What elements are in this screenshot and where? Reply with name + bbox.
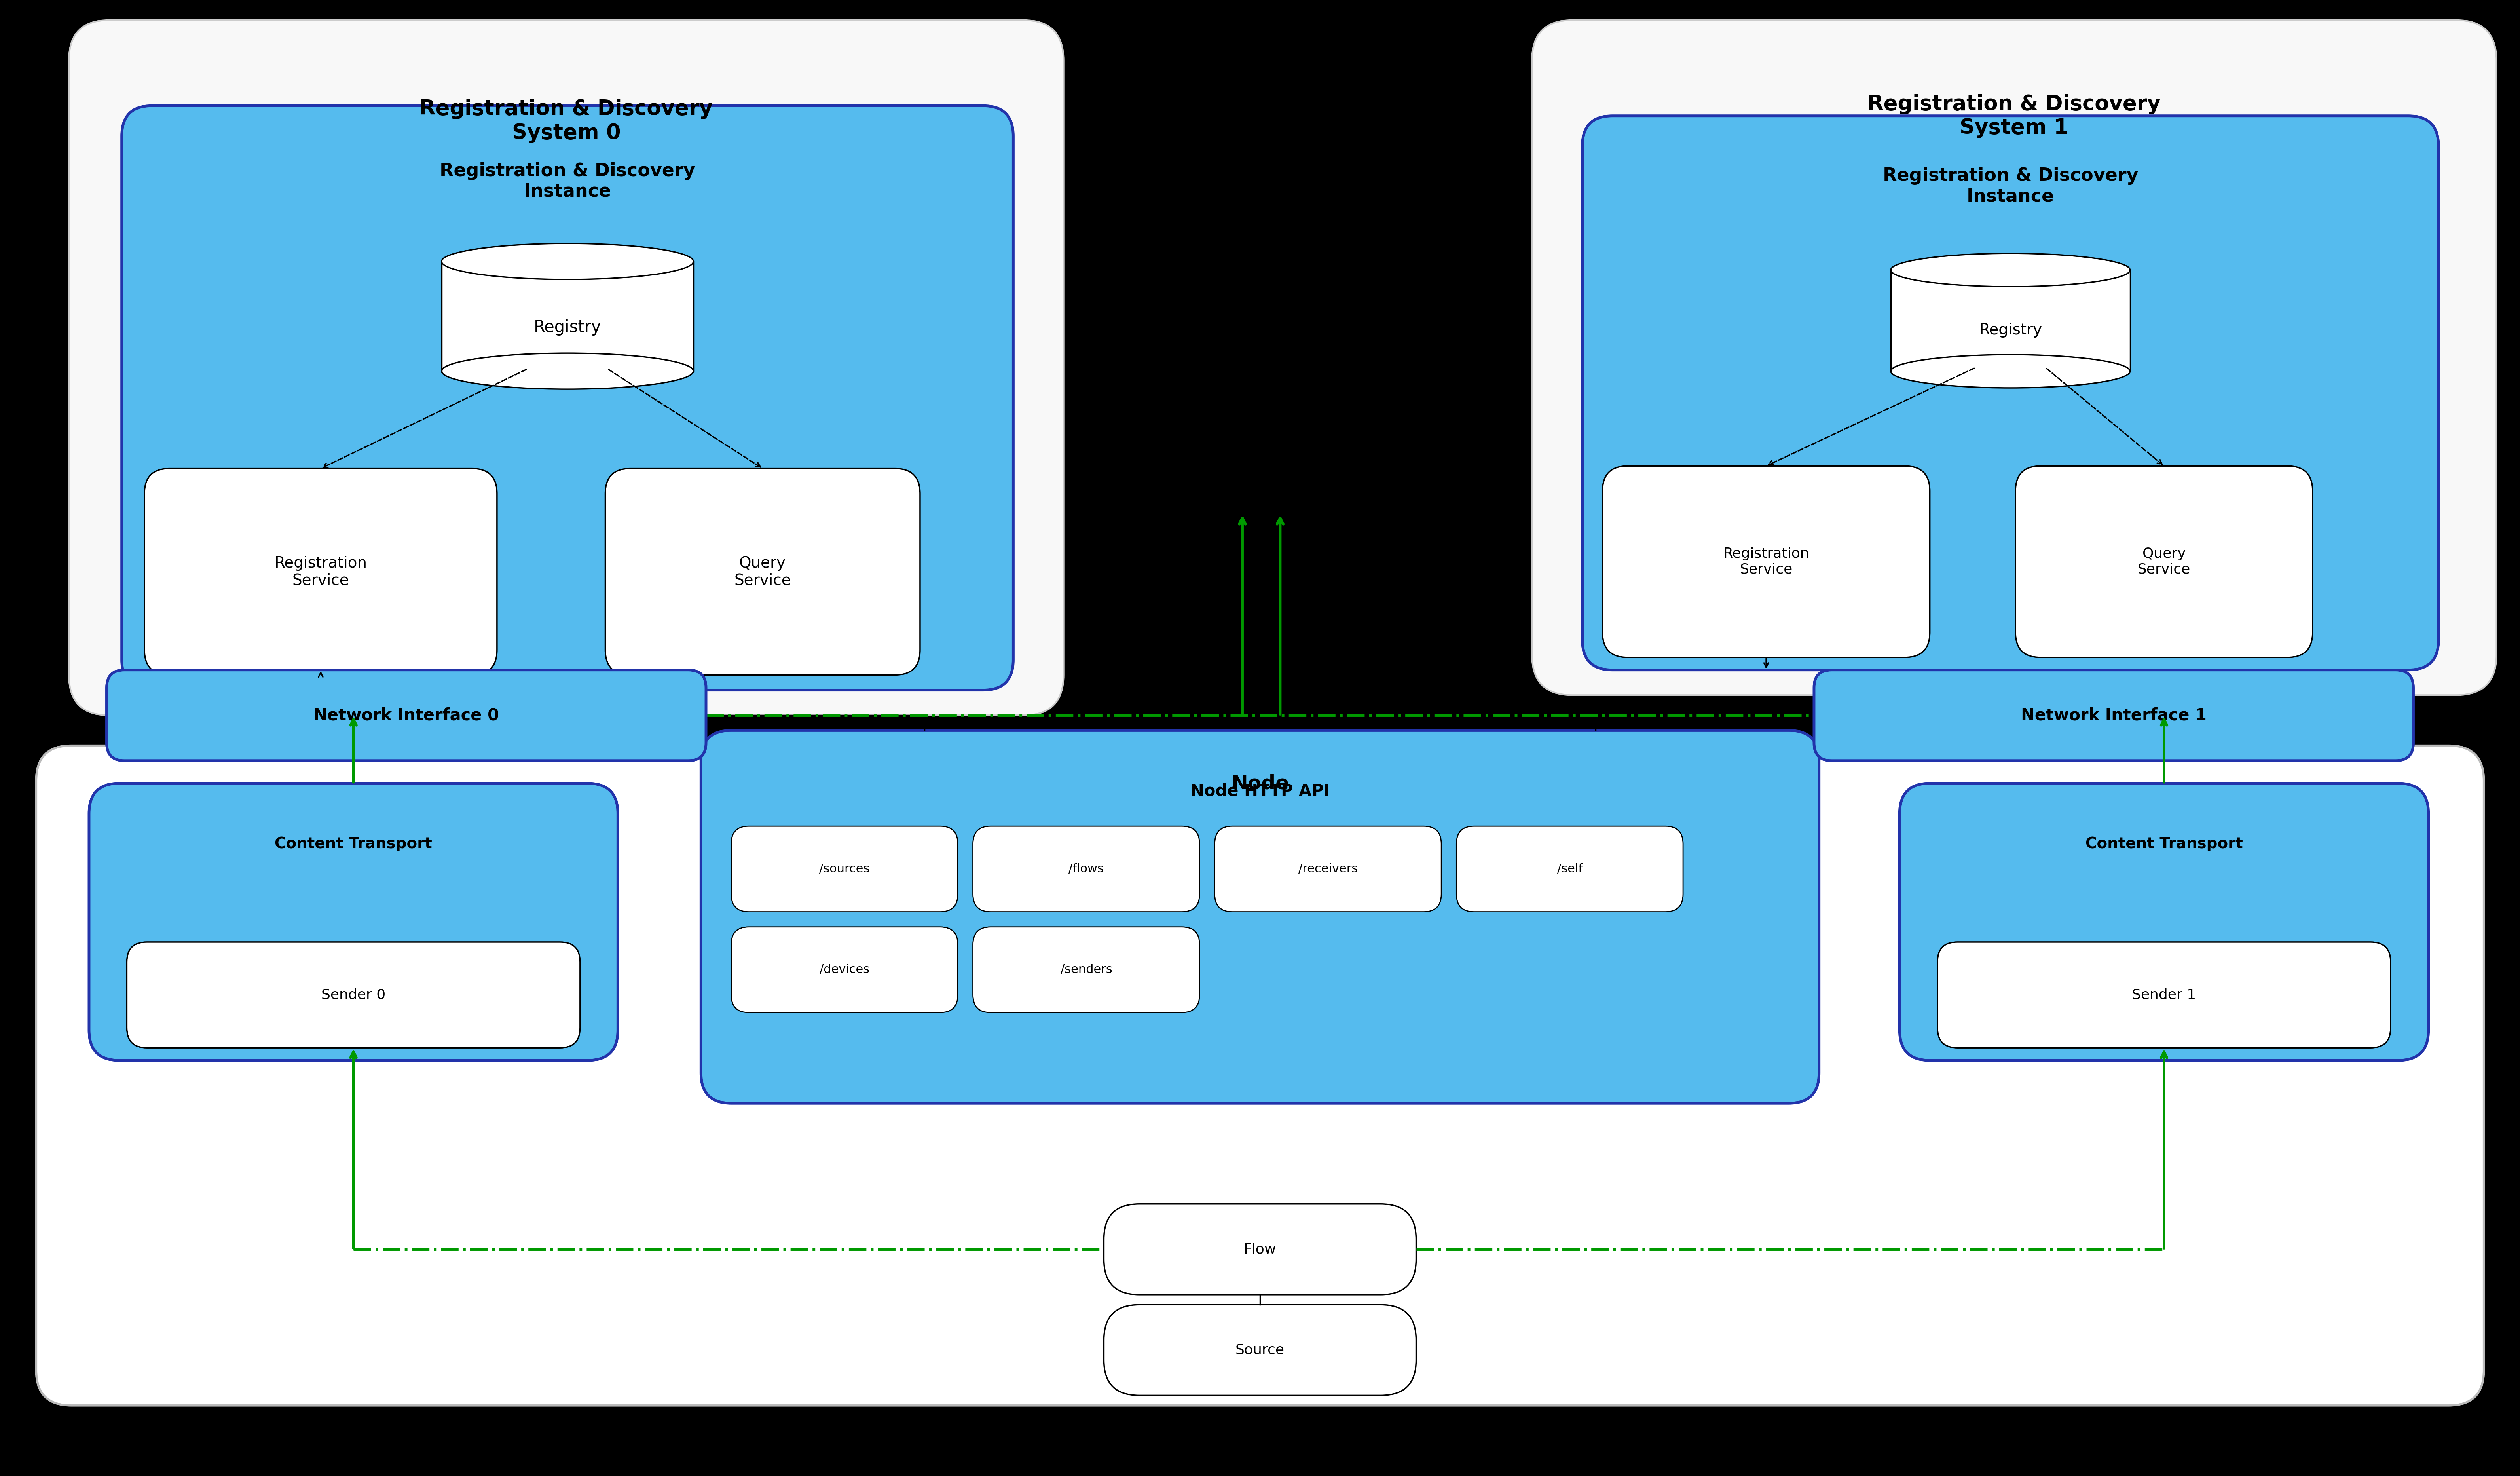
- FancyBboxPatch shape: [1457, 827, 1683, 912]
- Ellipse shape: [1890, 354, 2129, 388]
- FancyBboxPatch shape: [1814, 670, 2414, 760]
- Text: Registration & Discovery
Instance: Registration & Discovery Instance: [1882, 167, 2137, 205]
- FancyBboxPatch shape: [1104, 1204, 1416, 1294]
- Text: /flows: /flows: [1068, 863, 1104, 875]
- Text: Content Transport: Content Transport: [275, 837, 431, 852]
- FancyBboxPatch shape: [1900, 784, 2429, 1060]
- Text: /devices: /devices: [819, 964, 869, 976]
- Text: Query
Service: Query Service: [733, 555, 791, 587]
- FancyBboxPatch shape: [605, 468, 920, 675]
- Ellipse shape: [441, 353, 693, 390]
- FancyBboxPatch shape: [973, 827, 1200, 912]
- FancyBboxPatch shape: [88, 784, 617, 1060]
- Text: Source: Source: [1235, 1343, 1285, 1356]
- Text: /sources: /sources: [819, 863, 869, 875]
- Bar: [441, 261, 693, 370]
- FancyBboxPatch shape: [68, 21, 1063, 716]
- FancyBboxPatch shape: [35, 745, 2485, 1405]
- FancyBboxPatch shape: [126, 942, 580, 1048]
- FancyBboxPatch shape: [144, 468, 496, 675]
- FancyBboxPatch shape: [1532, 21, 2497, 695]
- Text: /senders: /senders: [1061, 964, 1111, 976]
- FancyBboxPatch shape: [1938, 942, 2391, 1048]
- Text: Registration & Discovery
Instance: Registration & Discovery Instance: [441, 162, 696, 201]
- FancyBboxPatch shape: [106, 670, 706, 760]
- Text: Node: Node: [1232, 773, 1288, 793]
- Text: Registry: Registry: [1978, 322, 2041, 338]
- Ellipse shape: [441, 244, 693, 279]
- FancyBboxPatch shape: [1583, 115, 2439, 670]
- Text: Registration & Discovery
System 1: Registration & Discovery System 1: [1867, 93, 2160, 139]
- FancyBboxPatch shape: [2016, 466, 2313, 657]
- FancyBboxPatch shape: [701, 731, 1819, 1103]
- Text: Network Interface 0: Network Interface 0: [312, 707, 499, 723]
- FancyBboxPatch shape: [731, 927, 958, 1013]
- Text: Network Interface 1: Network Interface 1: [2021, 707, 2208, 723]
- Text: Registration
Service: Registration Service: [275, 555, 368, 587]
- FancyBboxPatch shape: [121, 106, 1013, 691]
- Ellipse shape: [1890, 254, 2129, 286]
- Text: Flow: Flow: [1245, 1243, 1275, 1256]
- Text: Sender 0: Sender 0: [323, 989, 386, 1002]
- Text: Registry: Registry: [534, 319, 602, 335]
- Text: Content Transport: Content Transport: [2087, 837, 2243, 852]
- Text: Node HTTP API: Node HTTP API: [1189, 782, 1331, 799]
- FancyBboxPatch shape: [1215, 827, 1441, 912]
- FancyBboxPatch shape: [1104, 1305, 1416, 1395]
- FancyBboxPatch shape: [973, 927, 1200, 1013]
- Text: Registration & Discovery
System 0: Registration & Discovery System 0: [421, 99, 713, 143]
- Text: /self: /self: [1557, 863, 1583, 875]
- Text: Sender 1: Sender 1: [2132, 989, 2195, 1002]
- Bar: [1890, 270, 2129, 372]
- FancyBboxPatch shape: [1603, 466, 1930, 657]
- Text: Query
Service: Query Service: [2137, 548, 2190, 576]
- Text: /receivers: /receivers: [1298, 863, 1358, 875]
- FancyBboxPatch shape: [731, 827, 958, 912]
- Text: Registration
Service: Registration Service: [1724, 548, 1809, 576]
